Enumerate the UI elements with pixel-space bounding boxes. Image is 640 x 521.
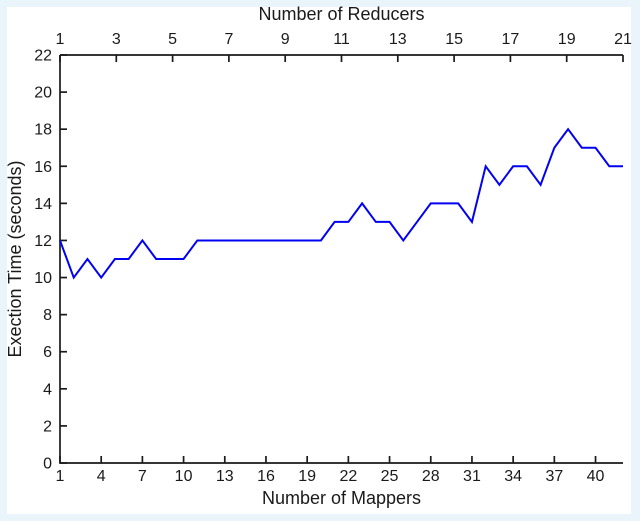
tick-label: 21 [614,31,632,48]
axis-spines [59,54,623,464]
tick-label: 13 [389,31,407,48]
tick-label: 19 [298,468,316,485]
tick-label: 0 [43,456,52,473]
tick-label: 7 [224,31,233,48]
tick-label: 6 [43,344,52,361]
tick-label: 12 [34,233,52,250]
tick-label: 19 [558,31,576,48]
tick-label: 9 [281,31,290,48]
tick-label: 31 [463,468,481,485]
bottom-axis-ticks: 1 4 7 10 13 16 19 22 25 28 31 34 37 40 [56,456,605,485]
tick-label: 5 [168,31,177,48]
tick-label: 10 [34,270,52,287]
tick-label: 28 [422,468,440,485]
tick-label: 16 [257,468,275,485]
tick-label: 20 [34,85,52,102]
y-axis-title: Exection Time (seconds) [5,160,25,358]
tick-label: 7 [138,468,147,485]
tick-label: 22 [34,48,52,65]
tick-label: 3 [112,31,121,48]
tick-label: 17 [502,31,520,48]
tick-label: 22 [339,468,357,485]
tick-label: 40 [587,468,605,485]
tick-label: 13 [216,468,234,485]
tick-label: 34 [504,468,522,485]
y-axis-ticks: 0 2 4 6 8 10 12 14 16 18 20 22 [34,48,67,473]
tick-label: 1 [56,468,65,485]
tick-label: 15 [445,31,463,48]
execution-time-line [59,127,623,280]
tick-label: 4 [43,381,52,398]
tick-label: 11 [333,31,350,48]
tick-label: 14 [34,196,52,213]
tick-label: 2 [43,418,52,435]
top-axis-ticks: 1 3 5 7 9 11 13 15 17 19 21 [56,31,632,62]
tick-label: 1 [56,31,65,48]
tick-label: 4 [97,468,106,485]
tick-label: 10 [175,468,193,485]
plot-background [7,7,631,514]
tick-label: 25 [381,468,399,485]
tick-label: 37 [545,468,563,485]
top-axis-title: Number of Reducers [258,4,425,24]
tick-label: 16 [34,159,52,176]
tick-label: 8 [43,307,52,324]
tick-label: 18 [34,122,52,139]
x-axis-title: Number of Mappers [261,488,422,508]
